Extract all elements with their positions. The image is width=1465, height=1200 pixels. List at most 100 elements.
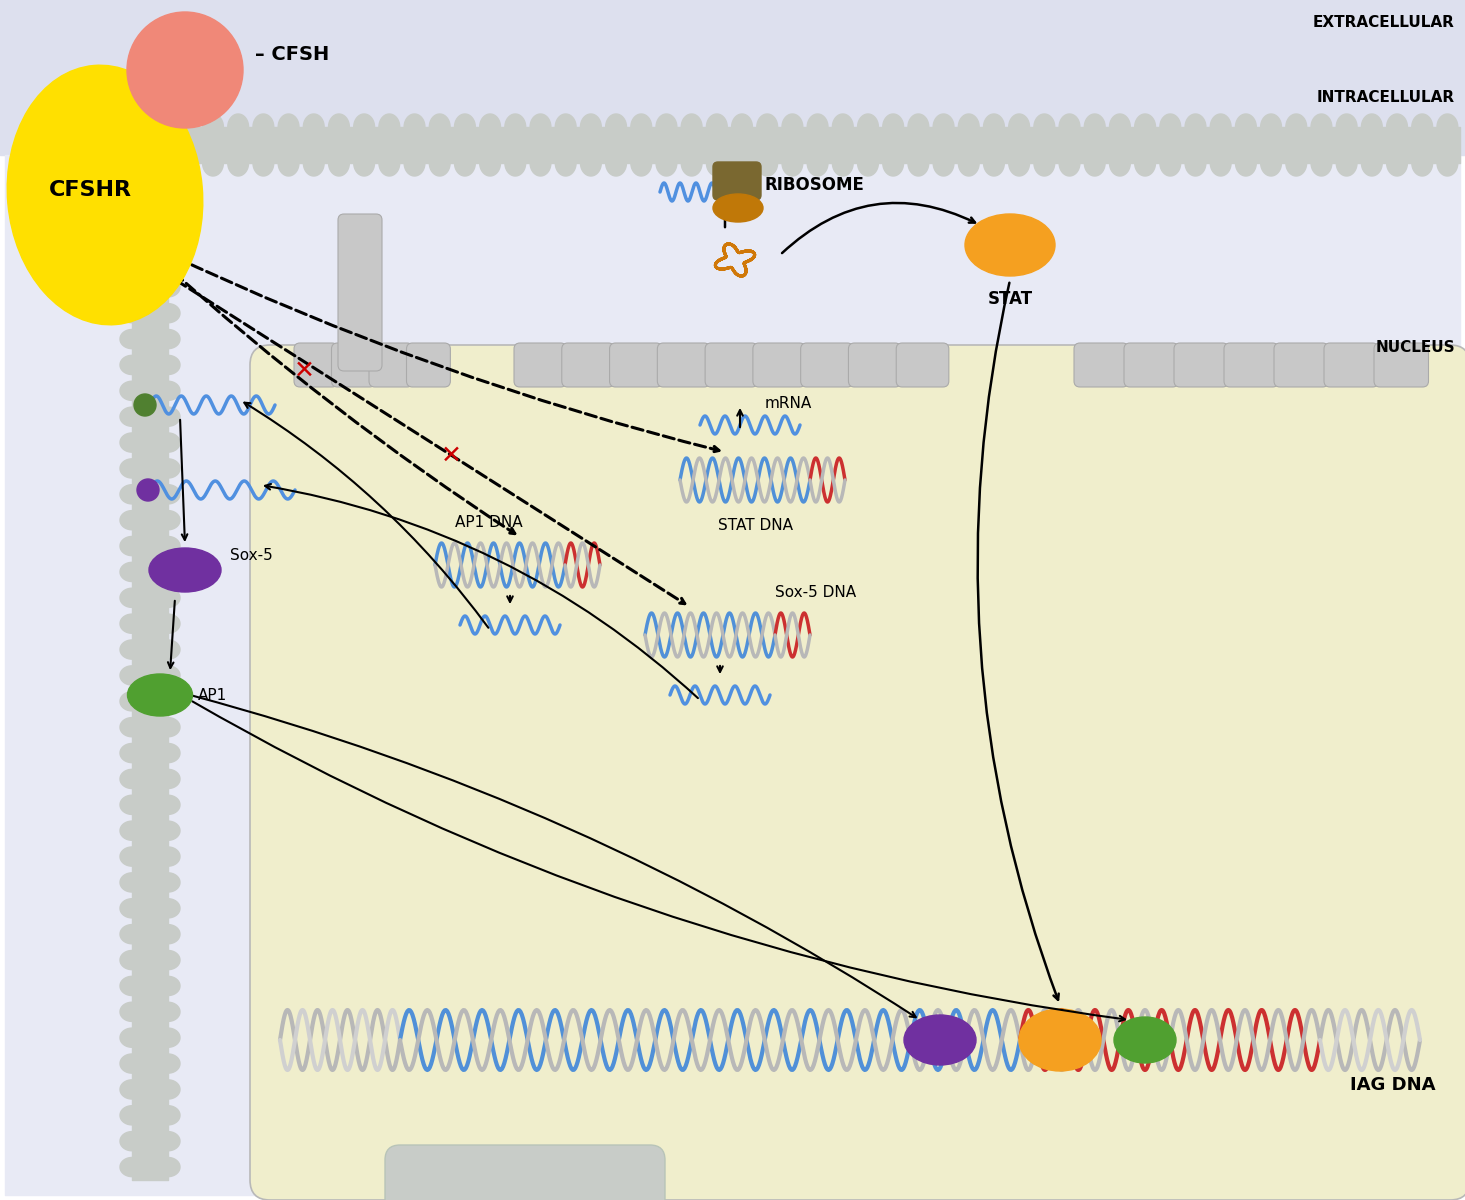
Polygon shape: [120, 796, 132, 815]
Polygon shape: [120, 149, 132, 168]
Polygon shape: [168, 1132, 180, 1151]
Polygon shape: [202, 114, 223, 127]
FancyBboxPatch shape: [385, 1145, 665, 1200]
Polygon shape: [168, 796, 180, 815]
Polygon shape: [168, 769, 180, 788]
Polygon shape: [530, 114, 551, 127]
Polygon shape: [1386, 163, 1408, 176]
Polygon shape: [681, 114, 702, 127]
Polygon shape: [278, 163, 299, 176]
Polygon shape: [454, 114, 475, 127]
Text: mRNA: mRNA: [765, 396, 812, 410]
Polygon shape: [168, 226, 180, 245]
Polygon shape: [152, 114, 173, 127]
Polygon shape: [168, 640, 180, 659]
Text: Sox-5 DNA: Sox-5 DNA: [775, 584, 856, 600]
Polygon shape: [120, 614, 132, 634]
Text: EXTRACELLULAR: EXTRACELLULAR: [1313, 14, 1455, 30]
Polygon shape: [605, 114, 627, 127]
Polygon shape: [120, 588, 132, 607]
Polygon shape: [404, 114, 425, 127]
Polygon shape: [120, 485, 132, 504]
Polygon shape: [1361, 114, 1381, 127]
Polygon shape: [1210, 163, 1231, 176]
Polygon shape: [177, 163, 198, 176]
Polygon shape: [168, 174, 180, 193]
Text: Sox-5: Sox-5: [230, 547, 272, 563]
Polygon shape: [120, 563, 132, 582]
Polygon shape: [1109, 114, 1131, 127]
FancyBboxPatch shape: [848, 343, 901, 386]
Polygon shape: [1185, 163, 1206, 176]
Polygon shape: [353, 163, 375, 176]
FancyBboxPatch shape: [331, 343, 375, 386]
Polygon shape: [706, 114, 727, 127]
Polygon shape: [379, 114, 400, 127]
Ellipse shape: [127, 674, 192, 716]
Polygon shape: [152, 163, 173, 176]
Polygon shape: [1135, 114, 1156, 127]
Polygon shape: [429, 163, 450, 176]
Polygon shape: [120, 510, 132, 529]
Ellipse shape: [138, 479, 160, 502]
Polygon shape: [120, 200, 132, 220]
Polygon shape: [1235, 163, 1257, 176]
Polygon shape: [731, 114, 753, 127]
Polygon shape: [120, 458, 132, 478]
Polygon shape: [168, 304, 180, 323]
Polygon shape: [120, 1132, 132, 1151]
FancyBboxPatch shape: [705, 343, 757, 386]
Polygon shape: [1034, 114, 1055, 127]
FancyBboxPatch shape: [338, 214, 382, 371]
Polygon shape: [656, 114, 677, 127]
Polygon shape: [1311, 114, 1332, 127]
Polygon shape: [168, 355, 180, 374]
Polygon shape: [227, 114, 249, 127]
Polygon shape: [120, 718, 132, 737]
Polygon shape: [120, 821, 132, 840]
Text: STAT: STAT: [987, 290, 1033, 308]
Polygon shape: [530, 163, 551, 176]
FancyBboxPatch shape: [4, 5, 1461, 155]
FancyBboxPatch shape: [801, 343, 853, 386]
FancyBboxPatch shape: [713, 162, 760, 200]
Polygon shape: [1261, 114, 1282, 127]
Polygon shape: [253, 114, 274, 127]
Polygon shape: [1412, 163, 1433, 176]
Polygon shape: [1336, 163, 1357, 176]
Polygon shape: [706, 163, 727, 176]
Polygon shape: [168, 277, 180, 296]
FancyBboxPatch shape: [1275, 343, 1329, 386]
Polygon shape: [1437, 163, 1458, 176]
Polygon shape: [120, 744, 132, 763]
Polygon shape: [1235, 114, 1257, 127]
Polygon shape: [120, 1028, 132, 1048]
Polygon shape: [168, 691, 180, 710]
Polygon shape: [120, 330, 132, 349]
Polygon shape: [782, 114, 803, 127]
Polygon shape: [1135, 163, 1156, 176]
Polygon shape: [120, 1002, 132, 1021]
Polygon shape: [1084, 163, 1105, 176]
Polygon shape: [120, 666, 132, 685]
FancyBboxPatch shape: [514, 343, 567, 386]
FancyBboxPatch shape: [1074, 343, 1128, 386]
Polygon shape: [782, 163, 803, 176]
Polygon shape: [168, 744, 180, 763]
Polygon shape: [120, 433, 132, 452]
Polygon shape: [429, 114, 450, 127]
Polygon shape: [168, 200, 180, 220]
FancyBboxPatch shape: [897, 343, 949, 386]
Polygon shape: [120, 1158, 132, 1177]
Polygon shape: [168, 563, 180, 582]
Polygon shape: [757, 114, 778, 127]
Polygon shape: [656, 163, 677, 176]
Text: INTRACELLULAR: INTRACELLULAR: [1317, 90, 1455, 104]
Polygon shape: [253, 163, 274, 176]
Polygon shape: [168, 1054, 180, 1073]
Polygon shape: [120, 382, 132, 401]
Polygon shape: [168, 458, 180, 478]
Polygon shape: [120, 174, 132, 193]
Polygon shape: [168, 924, 180, 943]
Polygon shape: [278, 114, 299, 127]
